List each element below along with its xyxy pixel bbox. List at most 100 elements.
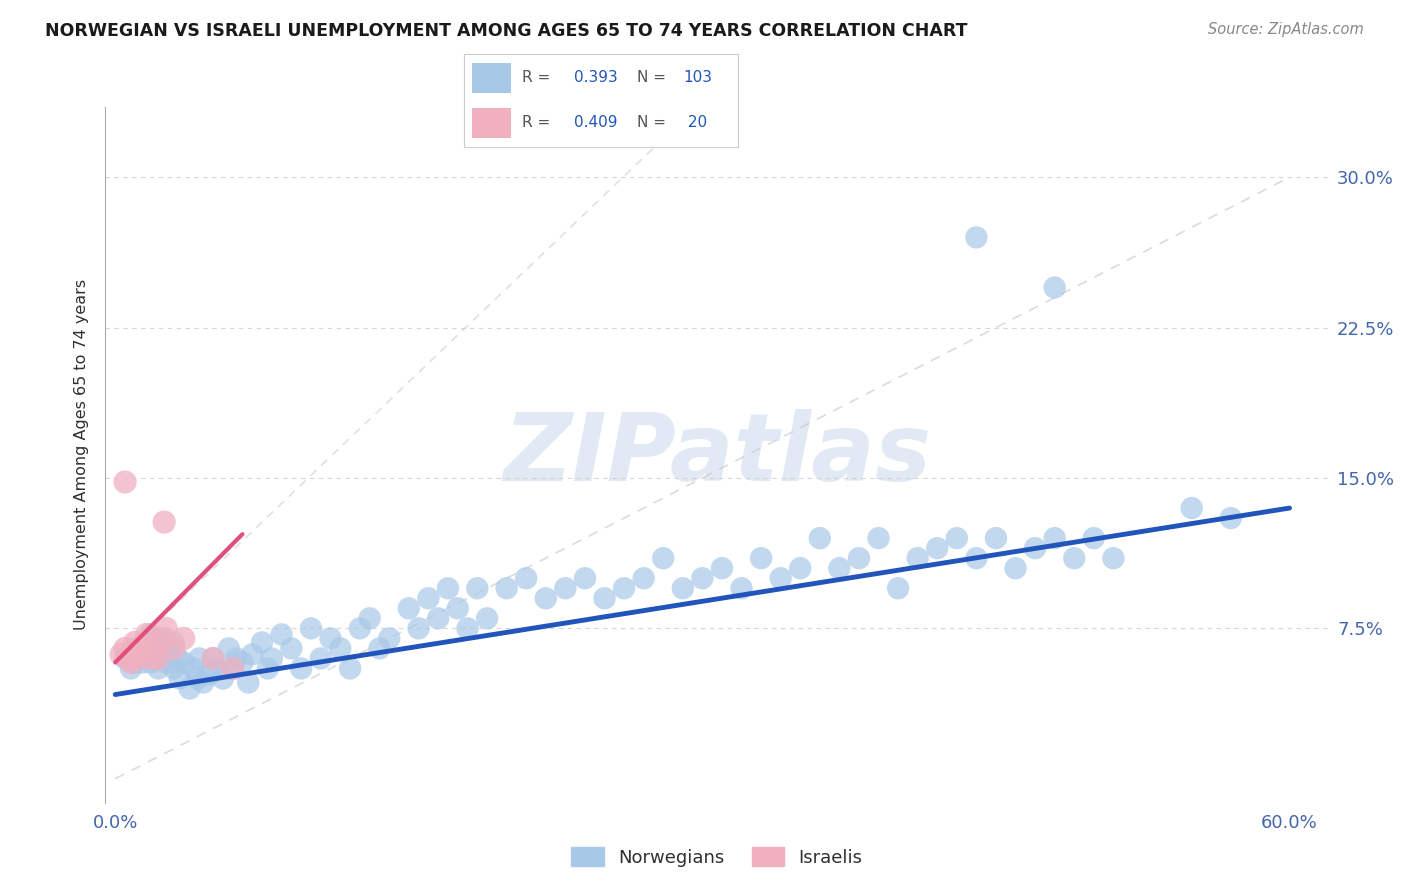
- Point: [447, 601, 470, 615]
- Point: [290, 661, 312, 675]
- Text: N =: N =: [637, 115, 665, 130]
- Point: [574, 571, 596, 585]
- Point: [183, 661, 205, 675]
- Point: [240, 648, 263, 662]
- Point: [398, 601, 420, 615]
- Point: [118, 651, 141, 665]
- Point: [789, 561, 811, 575]
- Point: [946, 531, 969, 545]
- Point: [250, 635, 273, 649]
- Point: [186, 672, 208, 686]
- Point: [155, 656, 177, 670]
- Point: [1024, 541, 1046, 556]
- Point: [114, 475, 136, 489]
- Point: [221, 661, 243, 675]
- Point: [378, 632, 401, 646]
- Point: [828, 561, 851, 575]
- Point: [188, 651, 211, 665]
- Point: [139, 656, 162, 670]
- Point: [225, 651, 247, 665]
- Point: [984, 531, 1007, 545]
- Point: [128, 648, 150, 662]
- Point: [139, 627, 162, 641]
- Y-axis label: Unemployment Among Ages 65 to 74 years: Unemployment Among Ages 65 to 74 years: [75, 279, 90, 631]
- Point: [408, 621, 430, 635]
- Point: [124, 656, 146, 670]
- Text: 103: 103: [683, 70, 713, 86]
- Point: [198, 667, 221, 681]
- Point: [129, 651, 152, 665]
- Point: [153, 632, 176, 646]
- Point: [257, 661, 280, 675]
- Text: Source: ZipAtlas.com: Source: ZipAtlas.com: [1208, 22, 1364, 37]
- Point: [319, 632, 342, 646]
- Point: [124, 641, 146, 656]
- Point: [534, 591, 557, 606]
- Point: [148, 651, 170, 665]
- Point: [148, 661, 170, 675]
- Point: [427, 611, 450, 625]
- Point: [280, 641, 302, 656]
- Point: [613, 581, 636, 595]
- Point: [131, 656, 153, 670]
- Point: [1181, 501, 1204, 516]
- Point: [129, 641, 152, 656]
- Point: [221, 661, 243, 675]
- Point: [148, 651, 170, 665]
- Point: [163, 641, 186, 656]
- Point: [418, 591, 440, 606]
- Point: [848, 551, 870, 566]
- Point: [163, 635, 186, 649]
- Point: [114, 641, 136, 656]
- Point: [887, 581, 910, 595]
- Text: 20: 20: [683, 115, 707, 130]
- Point: [143, 632, 166, 646]
- Point: [515, 571, 537, 585]
- Point: [309, 651, 332, 665]
- Point: [138, 651, 160, 665]
- Point: [202, 651, 225, 665]
- Legend: Norwegians, Israelis: Norwegians, Israelis: [564, 840, 870, 874]
- Point: [1043, 280, 1066, 294]
- Point: [593, 591, 616, 606]
- Point: [135, 627, 157, 641]
- Point: [1043, 531, 1066, 545]
- Point: [143, 641, 166, 656]
- Point: [1083, 531, 1105, 545]
- Point: [769, 571, 792, 585]
- Point: [368, 641, 391, 656]
- FancyBboxPatch shape: [472, 63, 510, 93]
- Point: [125, 651, 148, 665]
- Point: [205, 661, 228, 675]
- Point: [173, 656, 195, 670]
- Point: [299, 621, 322, 635]
- Point: [270, 627, 292, 641]
- Point: [633, 571, 655, 585]
- Point: [134, 635, 156, 649]
- Text: 0.409: 0.409: [574, 115, 617, 130]
- Point: [169, 672, 191, 686]
- Point: [212, 672, 235, 686]
- Point: [110, 648, 132, 662]
- Point: [163, 661, 186, 675]
- Point: [159, 648, 181, 662]
- Point: [907, 551, 929, 566]
- Point: [134, 645, 156, 659]
- Point: [202, 651, 225, 665]
- Point: [150, 641, 173, 656]
- Text: ZIPatlas: ZIPatlas: [503, 409, 931, 501]
- Point: [128, 648, 150, 662]
- Point: [124, 635, 146, 649]
- Text: R =: R =: [522, 70, 550, 86]
- Point: [141, 641, 163, 656]
- FancyBboxPatch shape: [472, 108, 510, 138]
- Point: [808, 531, 831, 545]
- Text: NORWEGIAN VS ISRAELI UNEMPLOYMENT AMONG AGES 65 TO 74 YEARS CORRELATION CHART: NORWEGIAN VS ISRAELI UNEMPLOYMENT AMONG …: [45, 22, 967, 40]
- Point: [231, 656, 253, 670]
- Point: [120, 656, 142, 670]
- Point: [672, 581, 695, 595]
- Point: [349, 621, 371, 635]
- Point: [134, 641, 156, 656]
- Point: [157, 651, 180, 665]
- Point: [193, 675, 215, 690]
